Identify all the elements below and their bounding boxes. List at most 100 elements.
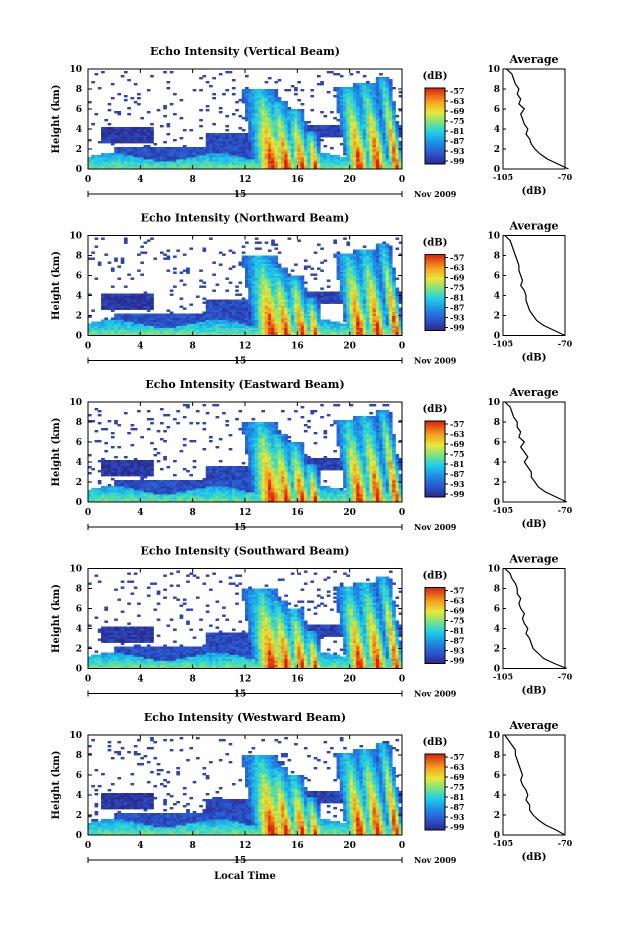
- heatmap-cell: [336, 91, 341, 94]
- heatmap-cell: [316, 135, 321, 138]
- heatmap-cell: [241, 161, 246, 164]
- heatmap-cell: [271, 89, 275, 92]
- heatmap-cell: [316, 137, 321, 140]
- heatmap-cell: [271, 113, 275, 116]
- heatmap-cell: [258, 165, 262, 168]
- heatmap-cell: [176, 155, 180, 158]
- heatmap-cell: [326, 127, 331, 130]
- panel-1-title: Echo Intensity (Vertical Beam): [150, 45, 340, 58]
- heatmap-cell: [267, 255, 272, 258]
- heatmap-cell: [222, 147, 226, 150]
- heatmap-cell: [382, 241, 387, 244]
- heatmap-cell: [146, 167, 151, 170]
- heatmap-cell: [182, 307, 187, 310]
- heatmap-cell: [300, 121, 305, 124]
- heatmap-cell: [156, 161, 161, 164]
- heatmap-cell: [169, 155, 174, 158]
- heatmap-cell: [241, 97, 246, 100]
- heatmap-cell: [336, 99, 341, 102]
- heatmap-cell: [156, 167, 161, 170]
- heatmap-cell: [352, 159, 357, 162]
- heatmap-cell: [316, 243, 321, 246]
- heatmap-cell: [352, 145, 357, 148]
- heatmap-cell: [330, 129, 334, 132]
- heatmap-cell: [274, 161, 279, 164]
- heatmap-cell: [241, 141, 246, 144]
- heatmap-cell: [261, 93, 266, 96]
- heatmap-cell: [202, 75, 207, 78]
- heatmap-cell: [205, 153, 210, 156]
- heatmap-cell: [333, 155, 337, 158]
- heatmap-cell: [248, 153, 252, 156]
- heatmap-cell: [294, 137, 298, 140]
- heatmap-cell: [352, 161, 357, 164]
- heatmap-cell: [101, 137, 105, 140]
- heatmap-cell: [120, 147, 125, 150]
- heatmap-cell: [235, 289, 239, 292]
- heatmap-cell: [274, 167, 279, 170]
- heatmap-cell: [346, 165, 351, 168]
- heatmap-cell: [300, 157, 305, 160]
- heatmap-cell: [218, 139, 223, 142]
- heatmap-cell: [343, 157, 347, 160]
- heatmap-cell: [356, 149, 360, 152]
- heatmap-cell: [343, 161, 347, 164]
- heatmap-cell: [127, 165, 131, 168]
- heatmap-cell: [287, 159, 292, 162]
- heatmap-cell: [271, 119, 275, 122]
- heatmap-cell: [271, 93, 275, 96]
- heatmap-cell: [290, 139, 295, 142]
- heatmap-cell: [202, 285, 207, 288]
- heatmap-cell: [133, 141, 138, 144]
- heatmap-cell: [307, 133, 311, 136]
- heatmap-cell: [91, 309, 95, 312]
- heatmap-cell: [199, 147, 203, 150]
- heatmap-cell: [264, 163, 269, 166]
- heatmap-cell: [330, 147, 334, 150]
- heatmap-cell: [267, 115, 272, 118]
- heatmap-cell: [248, 161, 252, 164]
- heatmap-cell: [277, 147, 282, 150]
- heatmap-cell: [339, 91, 344, 94]
- heatmap-cell: [254, 159, 259, 162]
- heatmap-cell: [254, 255, 259, 258]
- heatmap-cell: [326, 167, 331, 170]
- heatmap-cell: [199, 149, 203, 152]
- heatmap-cell: [146, 313, 151, 316]
- heatmap-cell: [94, 167, 99, 170]
- heatmap-cell: [287, 125, 292, 128]
- heatmap-cell: [349, 253, 354, 256]
- heatmap-cell: [264, 151, 269, 154]
- heatmap-cell: [277, 99, 282, 102]
- heatmap-cell: [245, 139, 249, 142]
- heatmap-cell: [339, 163, 344, 166]
- heatmap-cell: [359, 161, 364, 164]
- heatmap-cell: [254, 131, 259, 134]
- heatmap-cell: [359, 137, 364, 140]
- heatmap-cell: [107, 159, 112, 162]
- heatmap-cell: [225, 143, 230, 146]
- heatmap-cell: [326, 159, 331, 162]
- heatmap-cell: [205, 299, 210, 302]
- heatmap-cell: [117, 111, 122, 114]
- heatmap-cell: [176, 249, 180, 252]
- x-tick-label: 12: [239, 175, 252, 185]
- heatmap-cell: [117, 133, 122, 136]
- heatmap-cell: [199, 279, 203, 282]
- heatmap-cell: [238, 133, 243, 136]
- heatmap-cell: [251, 131, 256, 134]
- heatmap-cell: [140, 251, 144, 254]
- heatmap-cell: [254, 91, 259, 94]
- heatmap-cell: [117, 153, 122, 156]
- heatmap-cell: [379, 73, 383, 76]
- y-tick-label: 4: [76, 125, 82, 135]
- heatmap-cell: [294, 125, 298, 128]
- heatmap-cell: [284, 127, 288, 130]
- heatmap-cell: [349, 109, 354, 112]
- heatmap-cell: [326, 291, 331, 294]
- heatmap-cell: [258, 123, 262, 126]
- heatmap-cell: [241, 117, 246, 120]
- heatmap-cell: [212, 163, 216, 166]
- heatmap-cell: [267, 147, 272, 150]
